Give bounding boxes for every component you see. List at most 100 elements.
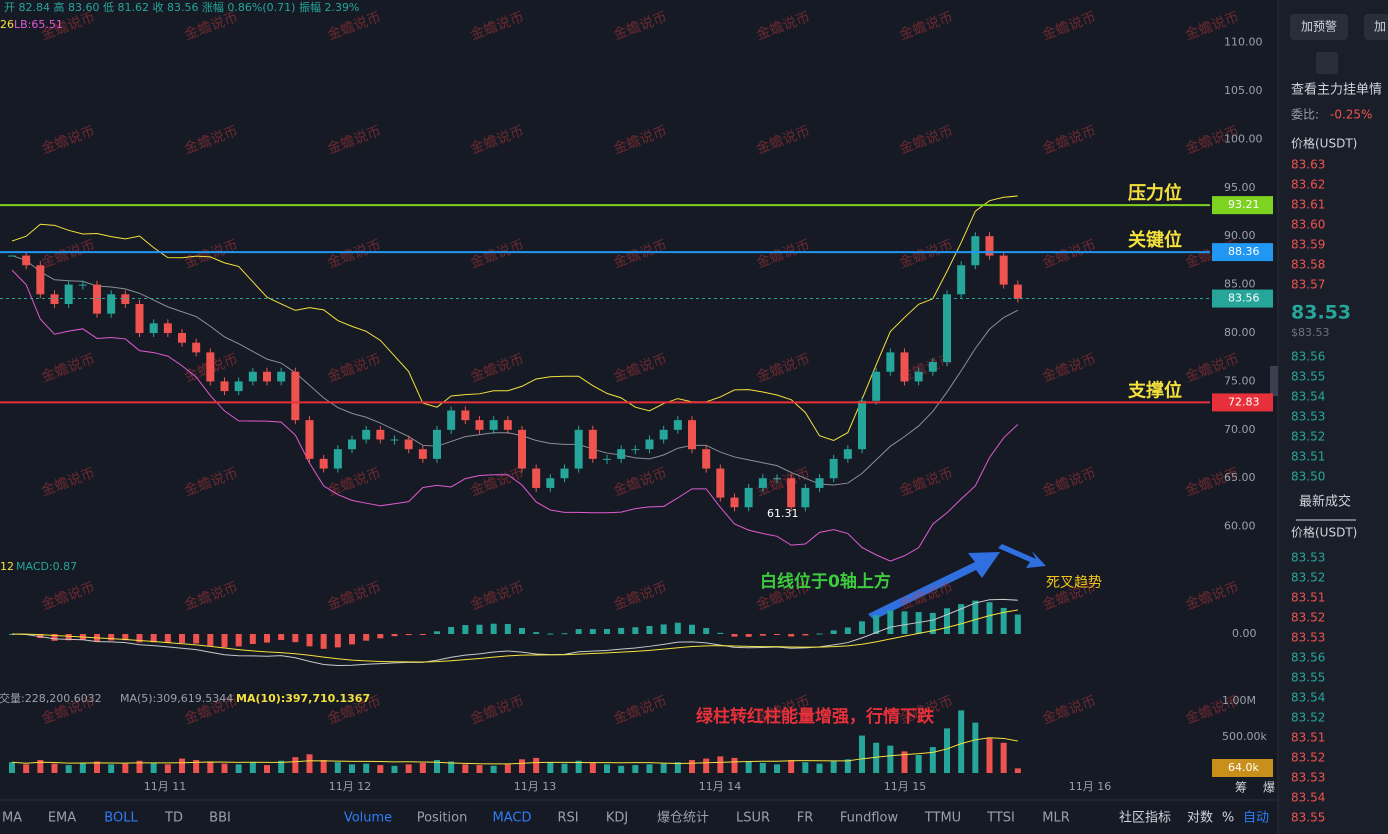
last-vol-tag	[1212, 759, 1273, 777]
candle	[518, 429, 526, 469]
macd-bar	[561, 633, 568, 635]
add-button[interactable]	[1364, 14, 1388, 40]
sub-indicator-tab[interactable]: FR	[797, 811, 814, 826]
sub-indicator-tab[interactable]: Position	[417, 811, 468, 826]
sub-indicator-tab[interactable]: MLR	[1042, 811, 1070, 826]
level-name: 关键位	[1128, 229, 1182, 251]
macd-bar	[1000, 607, 1007, 634]
last-price-tag	[1212, 289, 1273, 308]
volume-bar	[717, 756, 724, 773]
candle	[418, 449, 427, 459]
macd-bar	[122, 634, 129, 641]
volume-bar	[887, 745, 894, 773]
volume-bar	[108, 764, 115, 773]
sub-indicator-tab[interactable]: RSI	[557, 811, 578, 826]
trades-title: 最新成交	[1299, 494, 1351, 510]
axis-button[interactable]: 筹	[1235, 781, 1247, 795]
volume-bar	[1000, 742, 1007, 773]
macd-bar	[306, 634, 313, 647]
macd-bar	[589, 629, 596, 634]
sub-indicator-tab[interactable]: Fundflow	[840, 811, 899, 826]
macd-bar	[915, 612, 922, 634]
macd-bar	[703, 628, 710, 634]
ask-price: 83.58	[1291, 258, 1325, 272]
volume-bar	[150, 762, 157, 773]
indicator-tab[interactable]: BBI	[209, 811, 231, 826]
sub-indicator-tab[interactable]: TTSI	[986, 811, 1015, 826]
candle	[22, 255, 31, 266]
candle	[93, 284, 101, 314]
trade-price: 83.55	[1291, 811, 1325, 825]
indicator-tab[interactable]: EMA	[48, 811, 76, 826]
macd-bar	[972, 600, 979, 634]
macd-bar	[278, 634, 285, 640]
macd-bar	[476, 624, 483, 634]
sub-indicator-tab[interactable]: LSUR	[736, 811, 770, 826]
macd-bar	[986, 602, 993, 634]
candle	[829, 458, 838, 479]
macd-bar	[320, 634, 327, 649]
candle	[787, 478, 796, 508]
candle	[163, 323, 172, 334]
candle	[801, 487, 810, 508]
alert-button-label[interactable]: 加预警	[1301, 19, 1337, 34]
macd-bar	[207, 634, 214, 646]
vol-ma	[11, 737, 1018, 765]
trade-price: 83.54	[1291, 691, 1325, 705]
y-tick-label: 80.00	[1224, 326, 1256, 339]
sub-indicator-tab[interactable]: TTMU	[924, 811, 961, 826]
candle	[858, 400, 866, 450]
view-toggle[interactable]	[1316, 52, 1338, 74]
volume-bar	[972, 722, 979, 773]
trade-price: 83.52	[1291, 751, 1325, 765]
arrow	[998, 544, 1046, 568]
indicator-tab[interactable]: TD	[164, 811, 183, 826]
setting-tab[interactable]: 自动	[1243, 811, 1269, 826]
volume-bar	[51, 763, 58, 773]
trade-price: 83.53	[1291, 631, 1325, 645]
volume-bar	[830, 760, 837, 773]
sub-indicator-tab[interactable]: MACD	[493, 811, 532, 826]
volume-bar	[122, 763, 129, 773]
alert-button[interactable]	[1290, 14, 1348, 40]
macd-bar	[391, 634, 398, 637]
sub-indicator-tab[interactable]: Volume	[344, 811, 392, 826]
volume-bar	[901, 751, 908, 773]
volume-bar	[519, 759, 525, 773]
indicator-tab[interactable]: BOLL	[104, 811, 138, 826]
ohlc-info: 开 82.84 高 83.60 低 81.62 收 83.56 涨幅 0.86%…	[4, 0, 359, 14]
macd-bar	[51, 634, 58, 641]
candle	[603, 458, 611, 460]
ask-price: 83.59	[1291, 238, 1325, 252]
setting-tab[interactable]: 社区指标	[1119, 810, 1171, 826]
candle	[206, 352, 215, 382]
ratio: -0.25%	[1330, 108, 1372, 122]
add-button-label[interactable]: 加	[1374, 20, 1386, 34]
macd-bar	[958, 604, 965, 634]
y-tick-label: 95.00	[1224, 181, 1256, 194]
indicator-tab[interactable]: MA	[2, 811, 22, 826]
axis-button[interactable]: 爆	[1263, 781, 1275, 795]
macd-value: MACD:0.87	[16, 560, 77, 573]
candle	[220, 381, 229, 392]
candle	[305, 420, 314, 459]
candle	[64, 284, 73, 304]
volume-bar	[221, 763, 228, 773]
volume-bar	[334, 762, 341, 773]
volume-bar	[349, 764, 355, 773]
volume-bar	[320, 760, 327, 773]
setting-tab[interactable]: %	[1222, 811, 1234, 826]
volume-bar	[65, 765, 72, 773]
collapse-handle[interactable]	[1270, 366, 1278, 396]
y-tick-label: 60.00	[1224, 520, 1256, 533]
macd-bar	[235, 634, 242, 647]
macd-bar	[448, 626, 455, 634]
sub-indicator-tab[interactable]: KDJ	[606, 811, 628, 826]
trade-price: 83.52	[1291, 711, 1325, 725]
volume-bar	[958, 710, 965, 773]
macd-bar	[929, 612, 936, 634]
sub-indicator-tab[interactable]: 爆仓统计	[657, 811, 709, 826]
setting-tab[interactable]: 对数	[1187, 811, 1213, 826]
macd-bar	[731, 634, 738, 637]
